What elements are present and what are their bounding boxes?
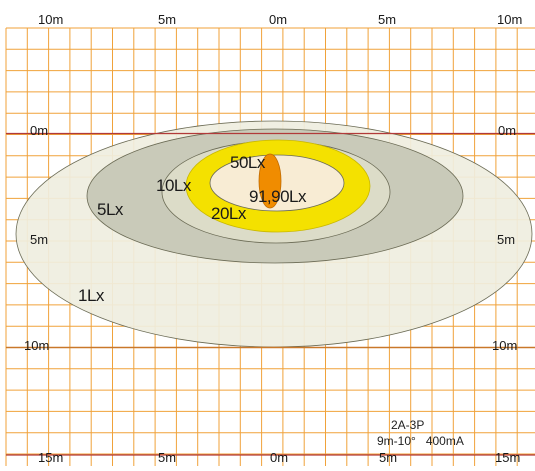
zone-label-10lx: 10Lx: [156, 176, 191, 195]
zone-label-peak: 91,90Lx: [249, 187, 307, 206]
top-axis-label-left-10m: 10m: [38, 12, 64, 27]
top-axis-label-0m: 0m: [269, 12, 288, 27]
bottom-axis-label-right-5m: 5m: [379, 450, 398, 465]
right-axis-label-10m: 10m: [492, 338, 518, 353]
spec-label: 9m-10° 400mA: [377, 434, 464, 448]
zone-label-1lx: 1Lx: [78, 286, 104, 305]
left-axis-label-10m: 10m: [24, 338, 50, 353]
right-axis-label-0m: 0m: [498, 123, 517, 138]
top-axis-label-right-10m: 10m: [497, 12, 523, 27]
bottom-axis-label-0m: 0m: [270, 450, 289, 465]
zone-peak: [258, 153, 282, 209]
major-lines: [6, 132, 535, 456]
left-axis-label-5m: 5m: [30, 232, 49, 247]
right-axis-label-5m: 5m: [497, 232, 516, 247]
isolux-zones: [15, 120, 533, 348]
bottom-axis-label-left-15m: 15m: [38, 450, 64, 465]
zone-label-50lx: 50Lx: [230, 153, 265, 172]
zone-label-5lx: 5Lx: [97, 200, 123, 219]
bottom-axis-label-left-5m: 5m: [158, 450, 177, 465]
left-axis-label-0m: 0m: [30, 123, 49, 138]
bottom-axis-label-right-15m: 15m: [495, 450, 521, 465]
zone-label-20lx: 20Lx: [211, 204, 246, 223]
top-axis-label-right-5m: 5m: [378, 12, 397, 27]
model-label: 2A-3P: [391, 418, 425, 432]
top-axis-label-left-5m: 5m: [158, 12, 177, 27]
